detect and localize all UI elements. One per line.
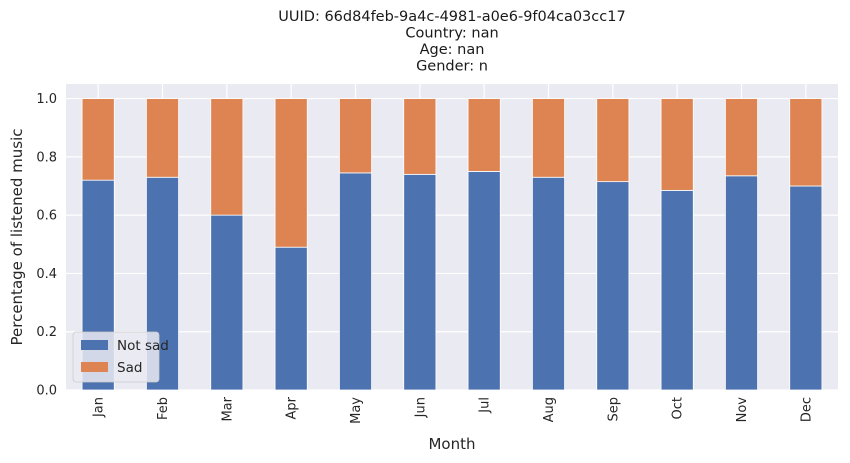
bar-sad-dec xyxy=(789,98,823,187)
x-tick-label: May xyxy=(349,397,364,424)
y-tick-label: 1.0 xyxy=(36,92,57,107)
title-line: Country: nan xyxy=(405,26,498,42)
x-tick-label: Jul xyxy=(478,397,493,414)
x-tick-label: Oct xyxy=(671,397,686,419)
bar-sad-sep xyxy=(596,98,630,183)
bar-sad-jun xyxy=(403,98,437,175)
legend: Not sad Sad xyxy=(72,331,169,383)
legend-swatch xyxy=(81,340,108,350)
y-tick-label: 0.0 xyxy=(36,384,57,399)
x-tick-label: Dec xyxy=(799,397,814,422)
y-tick-label: 0.8 xyxy=(36,150,57,165)
x-tick-label: Nov xyxy=(735,397,750,423)
x-axis-label: Month xyxy=(428,435,475,453)
legend-swatch xyxy=(81,362,108,372)
bar-sad-jul xyxy=(467,98,501,172)
x-tick-label: Mar xyxy=(220,396,235,421)
bar-not-sad-dec xyxy=(789,185,823,391)
x-tick-label: Feb xyxy=(156,397,171,420)
bar-sad-jan xyxy=(81,98,115,181)
bar-not-sad-nov xyxy=(725,175,758,391)
legend-label: Not sad xyxy=(117,338,169,354)
plot-area xyxy=(66,84,838,390)
x-tick-label: Jan xyxy=(92,397,107,418)
bar-sad-mar xyxy=(210,98,244,216)
legend-label: Sad xyxy=(117,360,142,376)
bar-not-sad-sep xyxy=(596,181,630,391)
title-line: UUID: 66d84feb-9a4c-4981-a0e6-9f04ca03cc… xyxy=(278,9,625,25)
bar-sad-apr xyxy=(274,98,308,248)
bar-not-sad-apr xyxy=(274,246,308,391)
title-line: Gender: n xyxy=(416,59,488,75)
bar-not-sad-jul xyxy=(467,171,501,391)
bar-not-sad-mar xyxy=(210,214,244,391)
bars xyxy=(81,98,823,391)
y-tick-labels: 0.0 0.2 0.4 0.6 0.8 1.0 xyxy=(36,92,57,398)
bar-not-sad-may xyxy=(339,172,372,391)
x-tick-labels: Jan Feb Mar Apr May Jun Jul Aug Sep Oct Nov Dec xyxy=(92,396,815,424)
bar-not-sad-aug xyxy=(532,176,565,391)
title-line: Age: nan xyxy=(420,42,485,58)
bar-sad-may xyxy=(339,98,372,174)
bar-sad-oct xyxy=(660,98,694,191)
bar-sad-feb xyxy=(146,98,179,178)
bar-not-sad-oct xyxy=(660,189,694,391)
bar-sad-aug xyxy=(532,98,565,178)
x-tick-label: Jun xyxy=(413,397,428,418)
y-tick-label: 0.2 xyxy=(36,325,57,340)
chart-title: UUID: 66d84feb-9a4c-4981-a0e6-9f04ca03cc… xyxy=(278,9,625,75)
x-tick-label: Apr xyxy=(285,396,300,419)
bar-not-sad-jun xyxy=(403,173,437,391)
bar-sad-nov xyxy=(725,98,758,177)
y-axis-label: Percentage of listened music xyxy=(8,128,26,345)
y-tick-label: 0.6 xyxy=(36,209,57,224)
y-tick-label: 0.4 xyxy=(36,267,57,282)
x-tick-label: Sep xyxy=(606,397,621,422)
x-tick-label: Aug xyxy=(542,397,557,422)
